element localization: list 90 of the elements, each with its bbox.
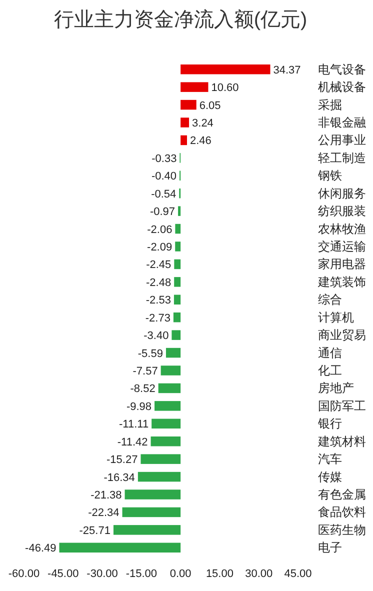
x-tick-label: 15.00 (206, 568, 234, 580)
bar (122, 507, 181, 518)
y-tick-label: 房地产 (318, 381, 354, 396)
y-tick-label: 采掘 (318, 98, 342, 112)
data-label: -2.48 (146, 276, 172, 289)
data-label: -0.40 (151, 170, 177, 183)
data-label: 2.46 (190, 135, 212, 148)
bar (124, 490, 181, 500)
y-tick-label: 电气设备 (318, 62, 366, 76)
y-tick-label: 计算机 (318, 310, 354, 324)
bar (172, 330, 181, 340)
bar (113, 525, 181, 535)
y-tick-label: 医药生物 (318, 522, 366, 537)
y-tick-label: 纺织服装 (318, 204, 366, 218)
data-label: -2.73 (145, 312, 170, 324)
bar (180, 135, 187, 146)
bar (175, 224, 181, 234)
y-tick-label: 通信 (318, 346, 342, 360)
data-label: -2.06 (147, 224, 172, 236)
y-tick-label: 轻工制造 (318, 150, 366, 165)
data-label: -16.34 (104, 472, 135, 484)
bar (140, 454, 181, 464)
data-label: -46.49 (25, 542, 56, 555)
y-tick-label: 食品饮料 (318, 505, 366, 520)
data-label: -2.09 (147, 242, 172, 254)
x-tick-label: -15.00 (126, 568, 158, 580)
data-label: -11.42 (117, 436, 148, 448)
x-tick-label: -45.00 (48, 568, 79, 580)
x-tick-label: -60.00 (8, 568, 40, 580)
y-tick-label: 化工 (318, 364, 342, 378)
y-tick-label: 电子 (318, 540, 342, 555)
bar (174, 294, 181, 305)
data-label: -15.27 (106, 454, 138, 466)
bar (160, 366, 181, 376)
y-tick-label: 交通运输 (318, 240, 366, 254)
bar (138, 472, 181, 482)
bar (174, 277, 181, 287)
data-label: -11.11 (119, 418, 149, 431)
bar (154, 401, 181, 411)
data-label: -9.98 (126, 400, 152, 413)
bar (59, 542, 181, 553)
data-label: 6.05 (199, 100, 221, 112)
y-tick-label: 非银金融 (318, 116, 366, 130)
y-tick-label: 钢铁 (317, 168, 342, 183)
y-tick-label: 公用事业 (318, 133, 366, 148)
bar (166, 348, 181, 358)
y-tick-label: 传媒 (318, 470, 342, 484)
bar (150, 436, 181, 446)
data-label: -2.53 (146, 294, 171, 307)
y-tick-label: 银行 (317, 416, 342, 431)
x-tick-label: -30.00 (86, 568, 118, 580)
data-label: -0.33 (152, 152, 177, 165)
data-label: -7.57 (132, 366, 158, 378)
y-tick-label: 国防军工 (318, 398, 366, 413)
data-label: -5.59 (138, 348, 163, 360)
data-label: -3.40 (144, 330, 169, 342)
bar (180, 118, 190, 128)
bar (180, 82, 208, 92)
y-tick-label: 建筑装饰 (317, 274, 366, 289)
data-label: -0.97 (150, 206, 176, 218)
y-tick-label: 农林牧渔 (318, 222, 366, 236)
data-label: 3.24 (192, 118, 214, 130)
data-label: -8.52 (130, 383, 156, 396)
data-label: 10.60 (211, 82, 239, 94)
y-tick-label: 建筑材料 (317, 434, 366, 448)
data-label: -2.45 (146, 259, 172, 272)
y-tick-label: 汽车 (318, 452, 342, 466)
y-tick-label: 休闲服务 (318, 186, 366, 200)
y-tick-label: 机械设备 (318, 80, 366, 94)
y-tick-label: 有色金属 (318, 488, 366, 502)
chart-title: 行业主力资金净流入额(亿元) (54, 8, 308, 31)
bar (180, 64, 270, 74)
data-label: -25.71 (79, 524, 110, 537)
data-label: -22.34 (88, 507, 120, 520)
bar (158, 383, 181, 394)
y-tick-label: 综合 (318, 292, 342, 307)
data-label: -21.38 (90, 490, 122, 502)
y-tick-label: 商业贸易 (318, 328, 366, 342)
x-tick-label: 45.00 (284, 568, 312, 580)
x-tick-label: 30.00 (245, 568, 273, 580)
bar (180, 100, 196, 110)
bar (173, 312, 181, 322)
y-tick-label: 家用电器 (318, 257, 366, 272)
x-tick-label: 0.00 (170, 568, 192, 580)
bar (175, 242, 181, 252)
bar (152, 418, 181, 429)
bar (178, 206, 181, 216)
data-label: 34.37 (273, 64, 301, 76)
bar (174, 259, 181, 270)
data-label: -0.54 (151, 188, 176, 200)
